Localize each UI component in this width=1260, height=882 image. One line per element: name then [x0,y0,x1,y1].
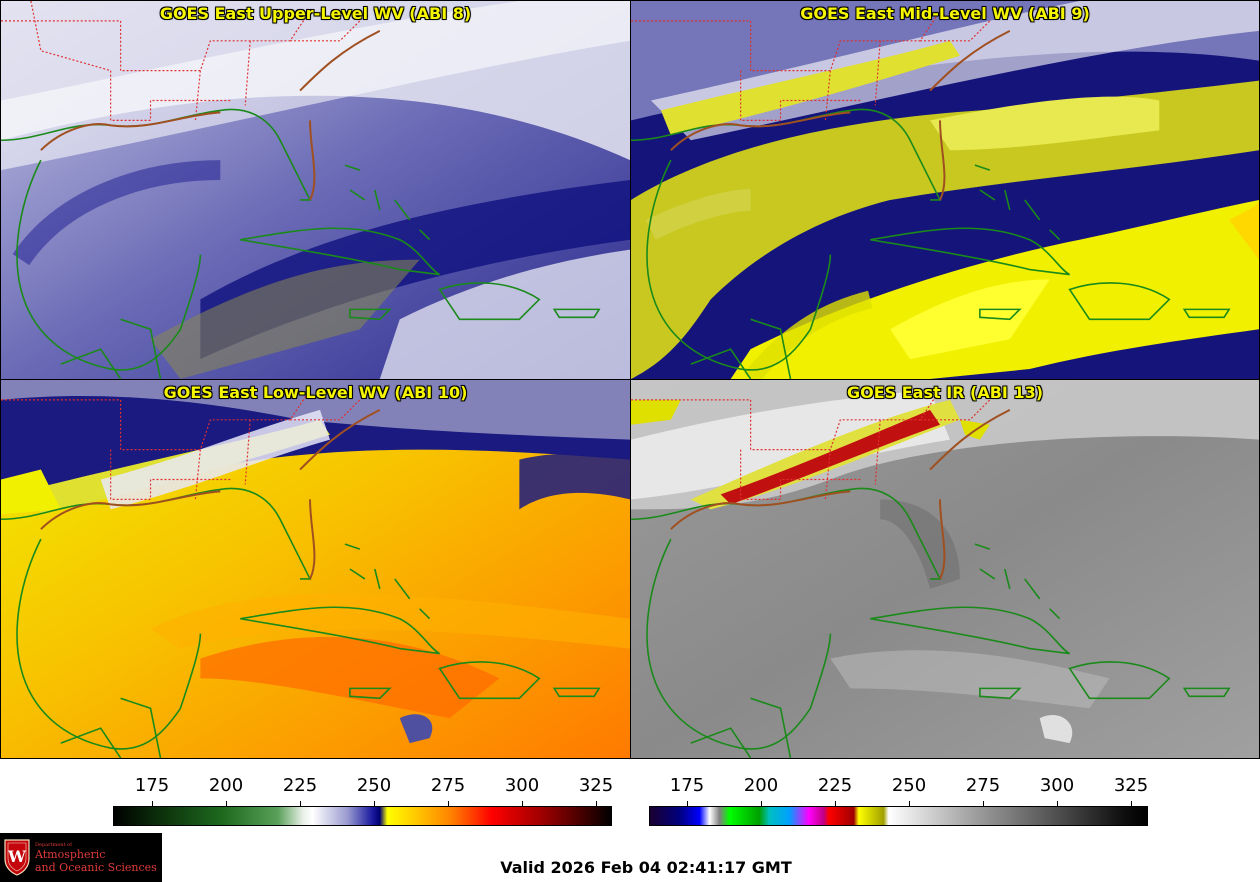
ir-tick-mark [1131,801,1132,806]
upper-level-wv-panel: GOES East Upper-Level WV (ABI 8) [0,0,631,380]
logo-line2: and Oceanic Sciences [35,861,157,874]
logo-line1: Atmospheric [35,848,106,861]
ir-colorbar [649,806,1148,826]
low-level-wv-image [1,380,630,758]
ir-title: GOES East IR (ABI 13) [846,383,1044,402]
wv-tick-label: 250 [356,775,392,796]
wv-tick-label: 275 [430,775,466,796]
wv-tick-label: 225 [282,775,318,796]
upper-level-wv-title: GOES East Upper-Level WV (ABI 8) [159,4,472,23]
ir-tick-mark [1057,801,1058,806]
mid-level-wv-image [631,1,1259,379]
wv-tick-label: 200 [208,775,244,796]
wv-tick-mark [448,801,449,806]
low-level-wv-title: GOES East Low-Level WV (ABI 10) [163,383,468,402]
wv-tick-mark [374,801,375,806]
mid-level-wv-title: GOES East Mid-Level WV (ABI 9) [800,4,1090,23]
wv-tick-mark [596,801,597,806]
wv-colorbar [113,806,612,826]
ir-tick-label: 250 [891,775,927,796]
ir-tick-label: 175 [669,775,705,796]
ir-tick-label: 275 [965,775,1001,796]
wv-tick-mark [152,801,153,806]
uw-crest-icon: W [4,839,30,876]
logo-department: Department of [35,842,72,848]
mid-level-wv-panel: GOES East Mid-Level WV (ABI 9) [630,0,1260,380]
ir-tick-mark [909,801,910,806]
ir-tick-mark [835,801,836,806]
aos-logo: W Department of Atmospheric and Oceanic … [0,833,162,882]
low-level-wv-panel: GOES East Low-Level WV (ABI 10) [0,379,631,759]
wv-tick-mark [300,801,301,806]
ir-tick-label: 300 [1039,775,1075,796]
upper-level-wv-image [1,1,630,379]
valid-time: Valid 2026 Feb 04 02:41:17 GMT [500,858,792,877]
wv-tick-mark [522,801,523,806]
ir-tick-label: 225 [817,775,853,796]
ir-tick-mark [983,801,984,806]
wv-tick-mark [226,801,227,806]
ir-tick-label: 325 [1113,775,1149,796]
svg-text:W: W [7,847,27,866]
ir-tick-mark [687,801,688,806]
wv-tick-label: 175 [134,775,170,796]
ir-image [631,380,1259,758]
ir-panel: GOES East IR (ABI 13) [630,379,1260,759]
ir-tick-label: 200 [743,775,779,796]
wv-tick-label: 325 [578,775,614,796]
wv-tick-label: 300 [504,775,540,796]
ir-tick-mark [761,801,762,806]
